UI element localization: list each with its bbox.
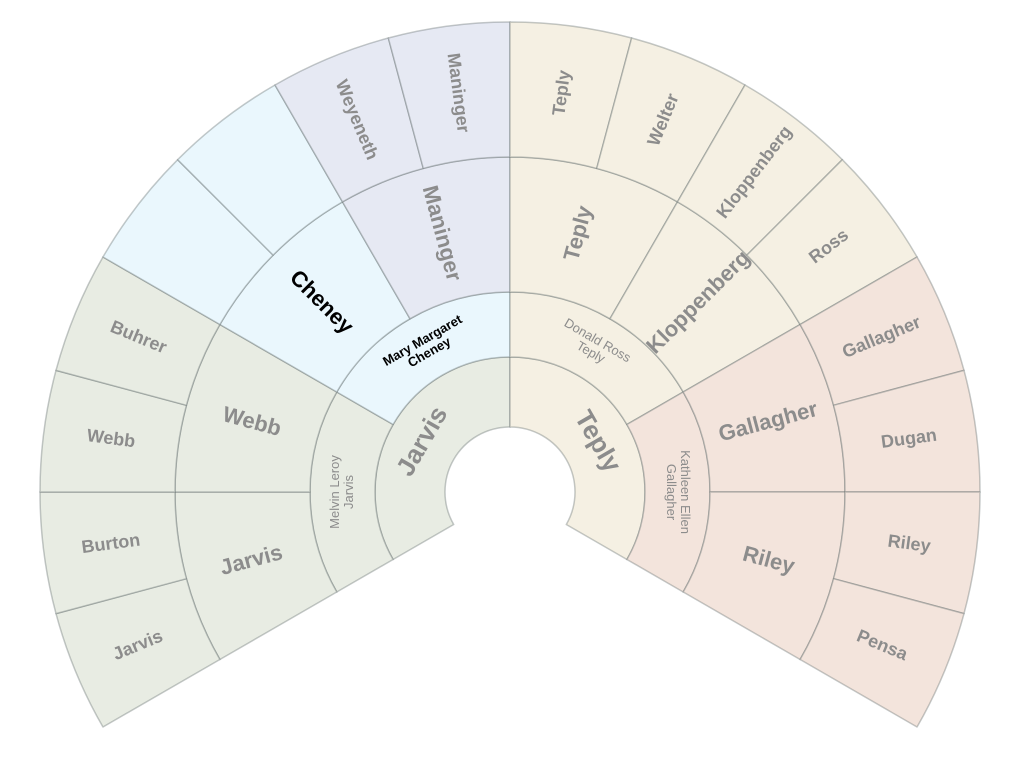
fan-segment — [595, 37, 746, 203]
fan-segment — [799, 577, 965, 728]
name-line: Gallagher — [664, 464, 679, 521]
fan-segment — [374, 356, 511, 561]
fan-segment — [55, 256, 221, 407]
fan-segment — [509, 356, 646, 561]
name-line: Jarvis — [341, 475, 356, 509]
name-line: Melvin Leroy — [327, 455, 342, 529]
fan-segment — [39, 369, 188, 493]
fan-segment — [341, 156, 511, 320]
fan-segment — [676, 84, 844, 256]
fan-segment — [832, 491, 981, 615]
name-line: Kathleen Ellen — [678, 450, 693, 534]
fan-segment — [509, 21, 633, 170]
fan-segment — [336, 291, 511, 426]
